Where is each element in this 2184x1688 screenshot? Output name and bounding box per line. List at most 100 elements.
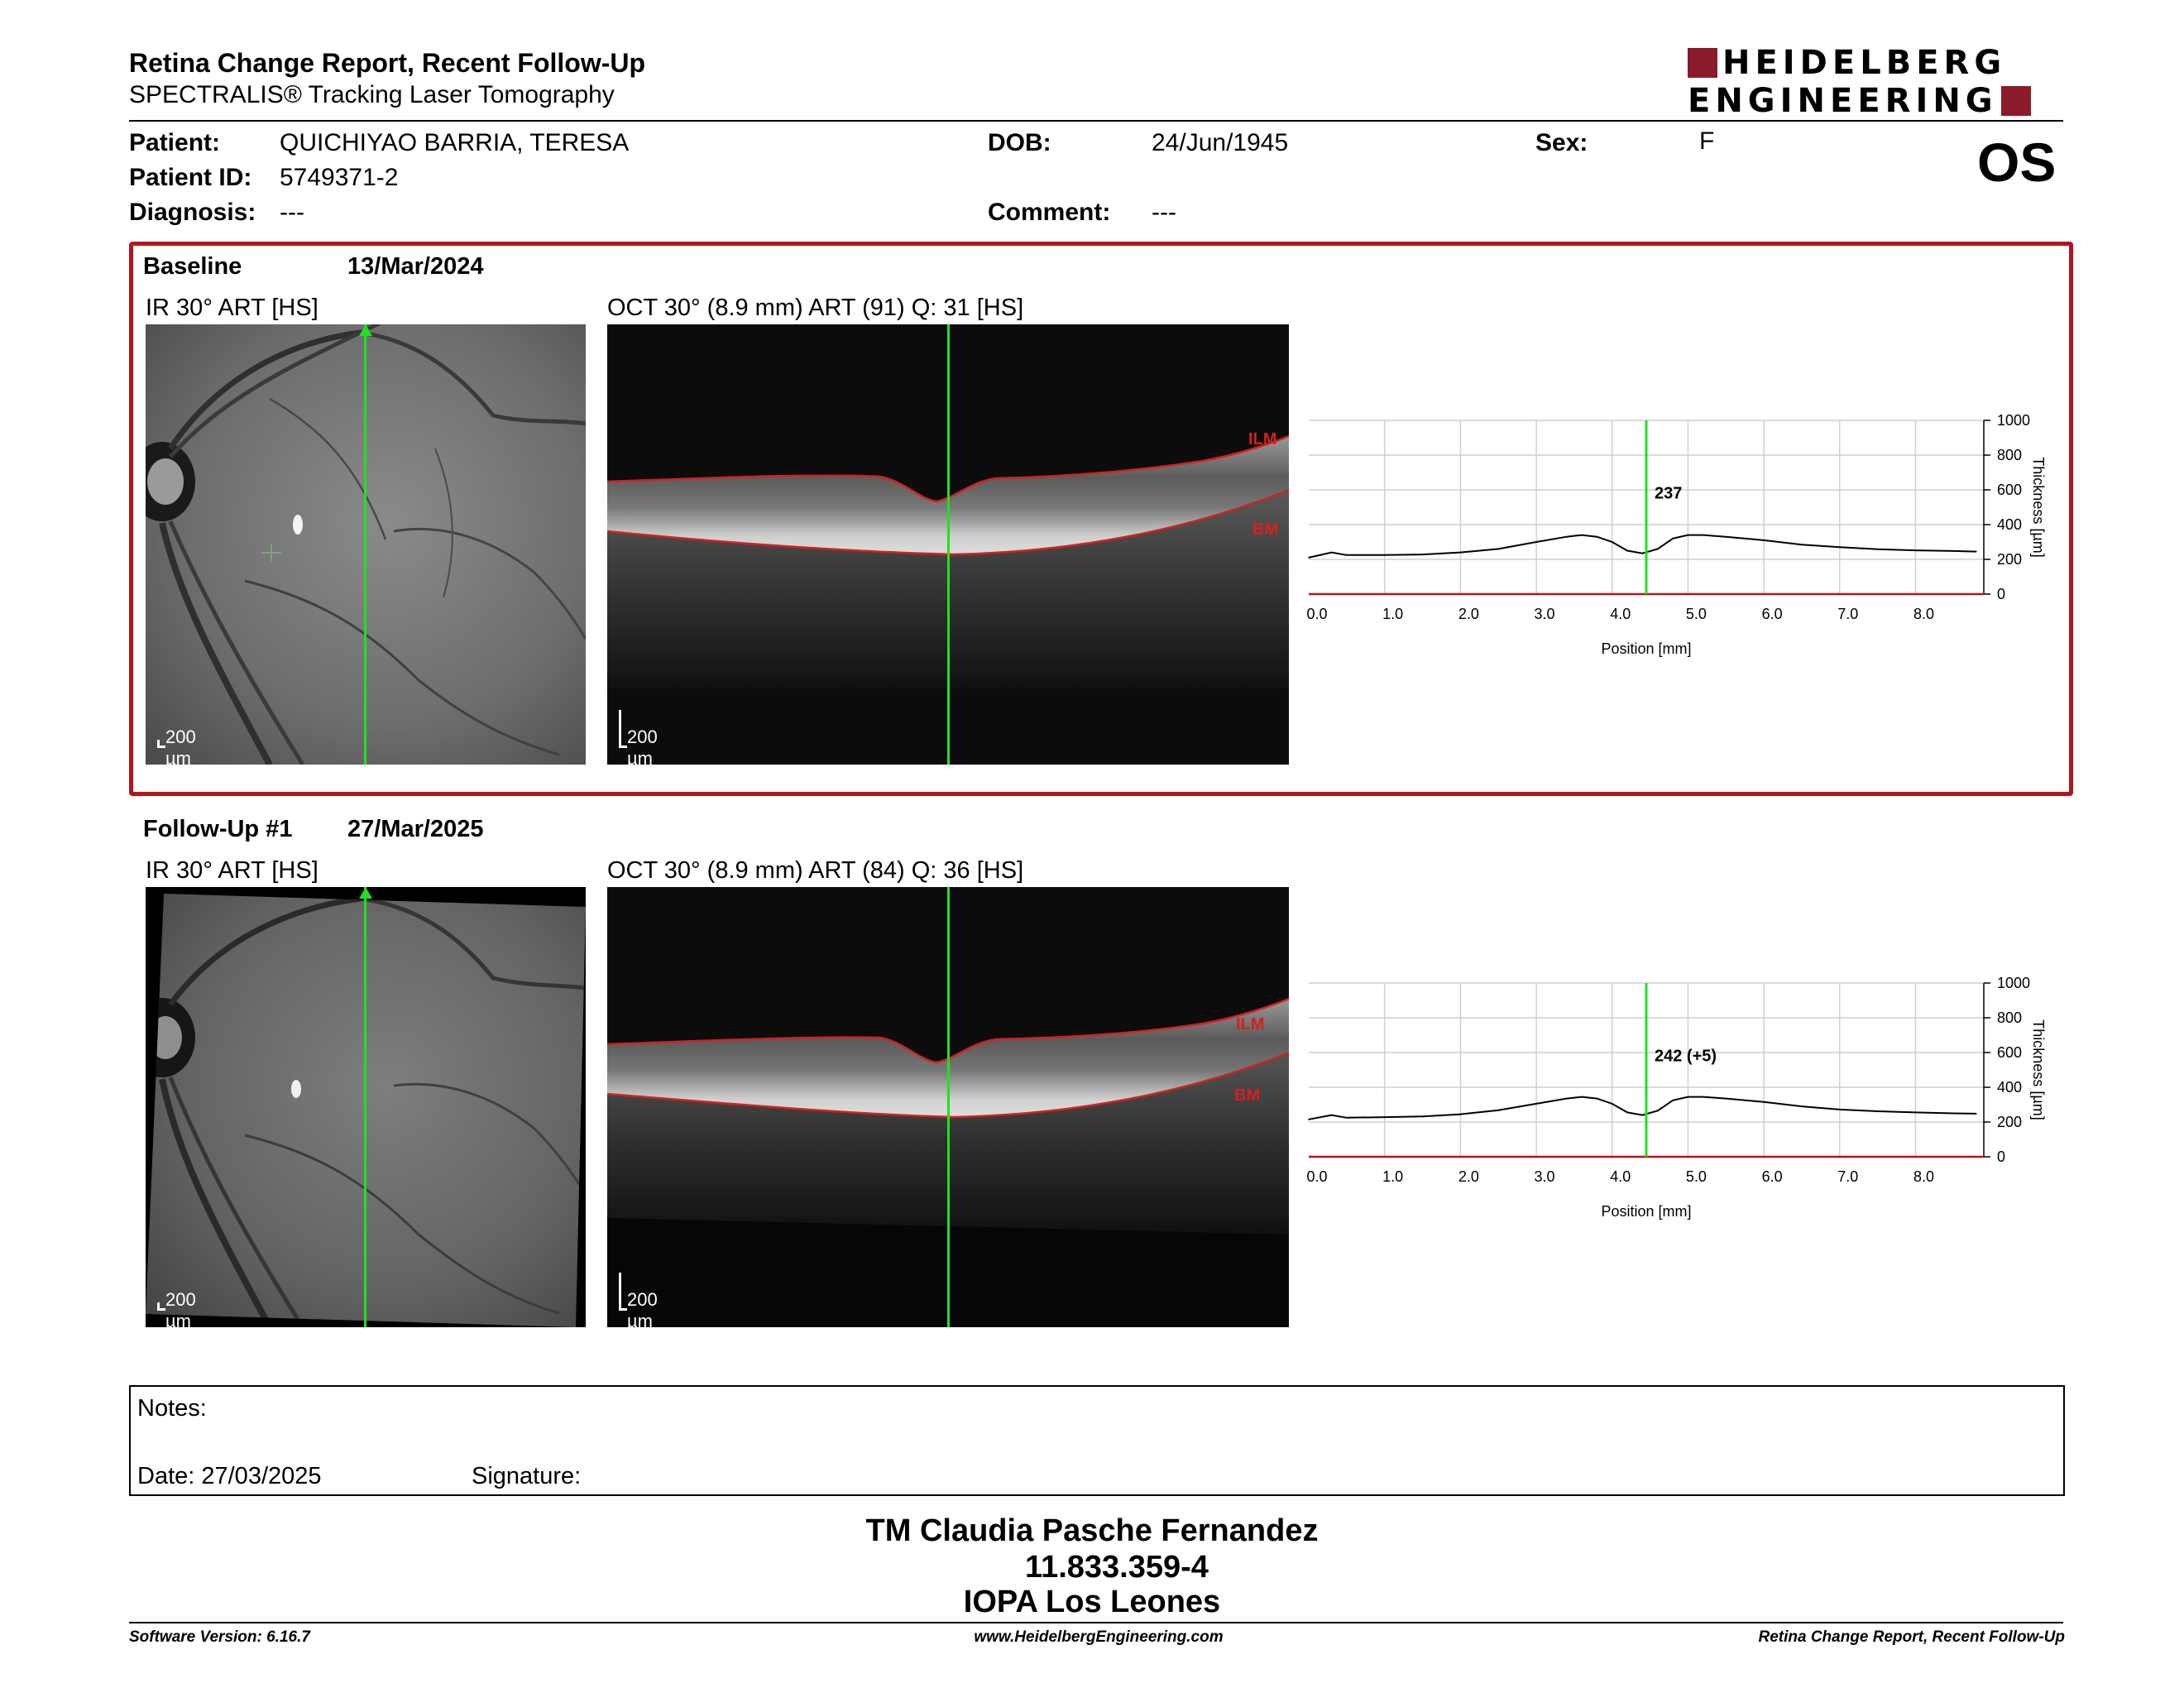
x-axis-title: Position [mm] (1601, 1203, 1691, 1220)
baseline-ir-scanline (364, 324, 366, 765)
x-tick-label: 5.0 (1686, 606, 1707, 622)
thickness-point (1565, 1097, 1568, 1100)
y-tick-label: 1000 (1997, 412, 2030, 429)
signature-label: Signature: (472, 1463, 582, 1489)
thickness-point (1876, 549, 1879, 550)
thickness-point (1596, 535, 1598, 538)
baseline-thickness-chart: 0 200 400 600 800 1000 0.0 1.0 2.0 3.0 4.0 5.0 6.0 7.… (1306, 412, 2047, 657)
x-tick-label: 1.0 (1382, 1168, 1403, 1185)
x-tick-label: 7.0 (1837, 606, 1858, 622)
thickness-point (1838, 1109, 1841, 1110)
notes-box[interactable]: Notes: Date: 27/03/2025 Signature: (129, 1385, 2065, 1496)
thickness-point (1308, 1119, 1310, 1120)
followup-oct-image[interactable]: ILM BM 200 µm (607, 887, 1289, 1327)
thickness-point (1725, 1097, 1727, 1100)
logo-square-icon (1688, 48, 1717, 78)
patient-id-label: Patient ID: (129, 164, 252, 191)
thickness-point (1763, 1101, 1765, 1103)
thickness-point (1383, 1116, 1386, 1118)
x-axis-title: Position [mm] (1601, 640, 1691, 657)
followup-oct-scale-label: 200 µm (627, 1289, 658, 1327)
y-axis-title: Thickness [µm] (2030, 457, 2047, 557)
baseline-oct-title: OCT 30° (8.9 mm) ART (91) Q: 31 [HS] (607, 295, 1024, 321)
thickness-point (1976, 1113, 1977, 1115)
followup-bm-label: BM (1234, 1086, 1260, 1105)
thickness-point (1725, 535, 1727, 538)
baseline-ir-image[interactable]: 200 µm (146, 324, 586, 765)
x-tick-label: 0.0 (1306, 1168, 1327, 1185)
thickness-point (1838, 546, 1841, 549)
thickness-point (1535, 541, 1537, 543)
patient-value: QUICHIYAO BARRIA, TERESA (280, 129, 630, 156)
diagnosis-value: --- (280, 199, 304, 226)
x-tick-label: 5.0 (1686, 1168, 1707, 1185)
thickness-point (1330, 1114, 1333, 1116)
thickness-point (1346, 554, 1348, 556)
x-tick-label: 7.0 (1837, 1168, 1858, 1185)
thickness-point (1656, 1110, 1659, 1112)
followup-oct-title: OCT 30° (8.9 mm) ART (84) Q: 36 [HS] (607, 857, 1024, 884)
signoff-place: IOPA Los Leones (963, 1585, 1221, 1619)
thickness-point (1641, 1114, 1644, 1116)
software-version: Software Version: 6.16.7 (129, 1628, 310, 1646)
baseline-ir-scale-label: 200 µm (165, 727, 196, 765)
sex-value: F (1699, 127, 1715, 155)
thickness-point (1330, 551, 1333, 554)
baseline-label: Baseline (143, 253, 242, 280)
baseline-ir-scalebar: 200 µm (157, 727, 223, 765)
followup-ir-image[interactable]: 200 µm (146, 887, 586, 1327)
thickness-point (1308, 557, 1310, 559)
y-tick-label: 1000 (1997, 975, 2030, 991)
thickness-point (1763, 539, 1765, 541)
x-tick-label: 6.0 (1762, 606, 1783, 622)
baseline-oct-cursor (947, 324, 950, 765)
thickness-point (1914, 1111, 1917, 1114)
thickness-point (1876, 1110, 1879, 1112)
x-tick-label: 3.0 (1535, 1168, 1555, 1185)
cursor-value-label: 242 (+5) (1655, 1048, 1717, 1066)
logo-text-1: HEIDELBERG (1722, 44, 2007, 82)
thickness-point (1641, 552, 1644, 554)
thickness-point (1976, 550, 1977, 553)
baseline-panel (129, 242, 2073, 796)
baseline-oct-scalebar: 200 µm (619, 708, 685, 765)
header-rule (129, 120, 2063, 122)
thickness-point (1611, 1103, 1613, 1105)
y-tick-label: 400 (1997, 516, 2022, 533)
x-tick-label: 1.0 (1382, 606, 1403, 622)
thickness-point (1421, 1115, 1424, 1118)
report-subtitle: SPECTRALIS® Tracking Laser Tomography (129, 81, 615, 108)
thickness-point (1672, 538, 1674, 539)
dob-value: 24/Jun/1945 (1152, 129, 1289, 156)
x-tick-label: 3.0 (1535, 606, 1555, 622)
followup-ir-scalebar: 200 µm (157, 1289, 223, 1327)
y-tick-label: 600 (1997, 1044, 2022, 1061)
cursor-value-label: 237 (1655, 485, 1682, 503)
y-tick-label: 200 (1997, 551, 2022, 568)
sex-label: Sex: (1535, 129, 1588, 156)
footer-rule (129, 1622, 2063, 1623)
baseline-oct-scale-label: 200 µm (627, 727, 658, 765)
eye-label: OS (1977, 132, 2057, 193)
website-link[interactable]: www.HeidelbergEngineering.com (974, 1628, 1224, 1646)
notes-label: Notes: (137, 1395, 207, 1422)
thickness-point (1626, 1111, 1628, 1114)
thickness-point (1581, 534, 1583, 536)
baseline-oct-image[interactable]: ILM BM 200 µm (607, 324, 1289, 765)
x-tick-label: 4.0 (1610, 1168, 1631, 1185)
comment-value: --- (1152, 199, 1176, 226)
x-tick-label: 0.0 (1306, 606, 1327, 622)
thickness-point (1346, 1116, 1348, 1119)
x-tick-label: 4.0 (1610, 606, 1631, 622)
logo-square-icon-2 (2000, 86, 2031, 116)
patient-label: Patient: (129, 129, 221, 156)
heidelberg-logo: HEIDELBERG ENGINEERING (1688, 46, 2068, 122)
thickness-point (1626, 549, 1628, 552)
notes-date: Date: 27/03/2025 (137, 1463, 322, 1489)
thickness-point (1952, 1112, 1955, 1115)
y-tick-label: 600 (1997, 482, 2022, 498)
thickness-series-line (1308, 1096, 1976, 1120)
followup-ir-scanline (364, 887, 366, 1327)
x-tick-label: 2.0 (1458, 606, 1479, 622)
thickness-point (1687, 1096, 1689, 1098)
